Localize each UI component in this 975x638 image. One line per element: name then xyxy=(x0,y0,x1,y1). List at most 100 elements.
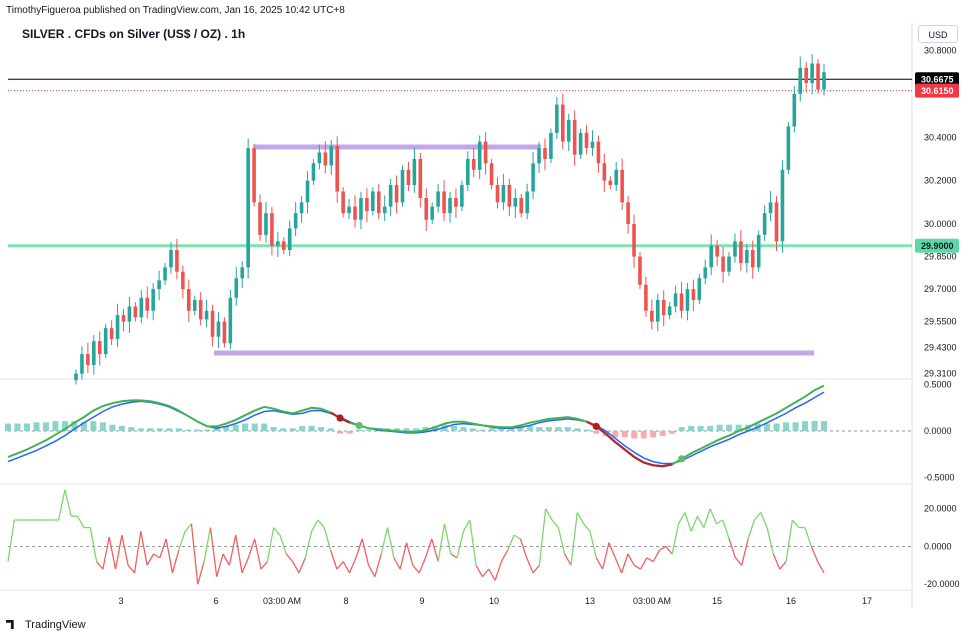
mom-line-segment xyxy=(178,531,186,551)
candle-body xyxy=(436,191,440,207)
mom-line-segment xyxy=(235,535,243,573)
osc-histogram-bar xyxy=(318,427,325,431)
osc-histogram-bar xyxy=(545,427,552,431)
mom-line-segment xyxy=(140,531,148,566)
mom-line-segment xyxy=(222,553,230,566)
mom-line-segment xyxy=(146,553,155,566)
mom-line-segment xyxy=(367,565,376,577)
price-tick-label: 29.3100 xyxy=(924,369,957,379)
mom-line-segment xyxy=(292,561,300,574)
candle-body xyxy=(531,163,535,192)
mom-line-segment xyxy=(772,553,781,570)
osc-histogram-bar xyxy=(536,427,543,431)
price-badge-bg xyxy=(915,72,959,87)
osc-histogram-bar xyxy=(802,421,809,431)
candle-body xyxy=(359,197,363,220)
candle-body xyxy=(353,206,357,220)
mom-line-segment xyxy=(791,519,800,528)
osc-histogram-bar xyxy=(337,431,344,434)
mom-line-segment xyxy=(513,534,521,540)
osc-histogram-bar xyxy=(507,428,514,431)
candle-body xyxy=(650,310,654,322)
price-badge-bg xyxy=(915,238,959,253)
candle-body xyxy=(74,373,78,381)
candle-body xyxy=(341,191,345,214)
candle-body xyxy=(667,306,672,316)
candle-body xyxy=(228,297,233,344)
mom-line-segment xyxy=(102,536,110,570)
mom-line-segment xyxy=(734,557,743,566)
candle-body xyxy=(210,310,215,337)
osc-histogram-bar xyxy=(669,431,676,434)
candle-body xyxy=(323,152,328,166)
mom-line-segment xyxy=(810,546,819,562)
candle-body xyxy=(264,213,268,235)
tradingview-mark-icon xyxy=(6,620,14,629)
mom-line-segment xyxy=(475,565,483,577)
mom-line-segment xyxy=(114,534,123,570)
mom-line-segment xyxy=(671,523,680,555)
mom-line-segment xyxy=(570,512,578,566)
candle-body xyxy=(768,202,773,214)
mom-line-segment xyxy=(627,553,635,566)
mom-tick-label: 20.0000 xyxy=(924,504,957,514)
mom-line-segment xyxy=(431,538,439,562)
price-badge-label: 30.6150 xyxy=(921,86,954,96)
mom-line-segment xyxy=(7,519,15,562)
mom-line-segment xyxy=(576,512,585,525)
mom-line-segment xyxy=(64,489,72,517)
osc-histogram-bar xyxy=(147,428,154,431)
mom-line-segment xyxy=(108,536,117,570)
tradingview-logo[interactable]: TradingView xyxy=(6,619,86,631)
osc-histogram-bar xyxy=(716,424,723,431)
candle-body xyxy=(400,169,405,203)
mom-line-segment xyxy=(665,546,673,555)
price-tick-label: 30.2000 xyxy=(924,176,957,186)
mom-line-segment xyxy=(532,564,540,574)
osc-histogram-bar xyxy=(479,429,486,431)
price-badge-label: 30.6675 xyxy=(921,75,954,85)
osc-histogram-bar xyxy=(308,425,315,431)
osc-histogram-bar xyxy=(612,431,619,438)
osc-tick-label: 0.0000 xyxy=(924,426,952,436)
candle-body xyxy=(816,63,820,90)
osc-histogram-bar xyxy=(792,422,799,431)
currency-button[interactable]: USD xyxy=(918,25,958,43)
osc-histogram-bar xyxy=(394,428,401,431)
candle-body xyxy=(175,250,179,272)
osc-bearish-segment xyxy=(662,463,673,468)
osc-histogram-bar xyxy=(118,425,125,431)
candle-body xyxy=(780,169,785,242)
candle-body xyxy=(620,169,624,203)
mom-line-segment xyxy=(254,538,262,570)
osc-histogram-bar xyxy=(194,429,201,431)
osc-histogram-bar xyxy=(356,429,363,431)
mom-line-segment xyxy=(298,557,306,574)
candle-body xyxy=(507,184,512,207)
time-tick-label: 9 xyxy=(419,596,424,606)
symbol-title[interactable]: SILVER . CFDs on Silver (US$ / OZ) . 1h xyxy=(22,27,246,41)
mom-line-segment xyxy=(620,553,629,574)
price-tick-label: 30.4000 xyxy=(924,132,957,142)
candle-body xyxy=(365,197,369,211)
price-badge-bg xyxy=(915,83,959,98)
osc-histogram-bar xyxy=(232,424,239,431)
candle-body xyxy=(151,289,155,311)
osc-histogram-bar xyxy=(61,421,68,431)
candle-body xyxy=(466,158,470,185)
mom-line-segment xyxy=(538,508,547,566)
osc-histogram-bar xyxy=(726,424,733,431)
mom-line-segment xyxy=(273,527,281,536)
time-tick-label: 03:00 AM xyxy=(263,596,301,606)
candle-body xyxy=(412,158,417,185)
osc-histogram-bar xyxy=(811,421,818,431)
osc-histogram-bar xyxy=(52,421,59,431)
oscillator-pane xyxy=(5,384,912,468)
osc-histogram-bar xyxy=(270,427,277,431)
candle-body xyxy=(786,126,791,170)
candle-body xyxy=(804,67,808,84)
candle-body xyxy=(86,354,90,365)
osc-histogram-bar xyxy=(99,422,106,431)
osc-histogram-bar xyxy=(156,428,163,431)
